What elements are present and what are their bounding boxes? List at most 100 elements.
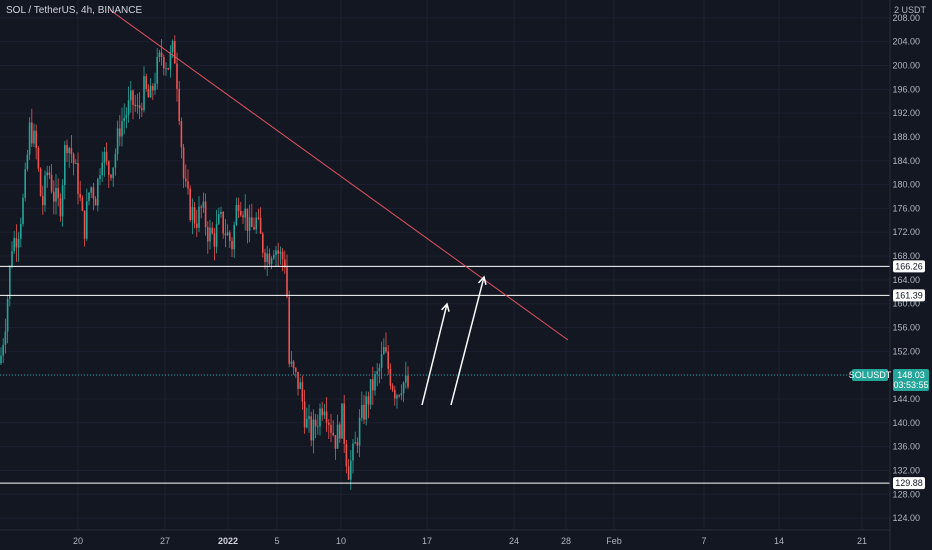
- candle-body: [253, 226, 255, 230]
- arrow-shaft[interactable]: [450, 276, 485, 406]
- candle-body: [44, 175, 46, 206]
- candle-body: [143, 76, 145, 111]
- candle-body: [240, 211, 242, 216]
- candle-body: [273, 254, 275, 259]
- candle-body: [105, 152, 108, 162]
- candle-body: [160, 52, 163, 58]
- candle-body: [200, 206, 202, 208]
- candle-body: [308, 416, 310, 420]
- trendline[interactable]: [109, 9, 569, 341]
- candle-body: [365, 396, 367, 420]
- candle-body: [244, 208, 246, 218]
- price-tick-label: 176.00: [892, 203, 920, 213]
- candle-body: [354, 442, 356, 444]
- candle-body: [405, 375, 407, 383]
- candle-body: [204, 201, 207, 228]
- candle-body: [367, 396, 370, 405]
- candle-body: [400, 393, 403, 396]
- candle-body: [235, 204, 238, 225]
- candle-body: [297, 371, 299, 389]
- candle-body: [4, 331, 7, 345]
- time-tick-label: 20: [73, 536, 83, 546]
- time-tick-label: 14: [774, 536, 784, 546]
- price-tick-label: 200.00: [892, 61, 920, 71]
- countdown-label: 03:53:55: [893, 380, 928, 390]
- arrow-head[interactable]: [477, 275, 487, 285]
- price-tick-label: 184.00: [892, 156, 920, 166]
- candle-body: [398, 395, 400, 397]
- candle-body: [101, 162, 103, 176]
- symbol-title[interactable]: SOL / TetherUS, 4h, BINANCE: [6, 5, 143, 16]
- candle-body: [343, 403, 345, 444]
- candle-body: [255, 217, 257, 230]
- price-tick-label: 192.00: [892, 108, 920, 118]
- candle-body: [218, 214, 220, 224]
- price-tick-label: 140.00: [892, 418, 920, 428]
- candle-body: [163, 57, 165, 69]
- candle-body: [336, 424, 339, 449]
- candle-body: [310, 416, 312, 441]
- candle-body: [402, 382, 405, 394]
- time-tick-label: 17: [422, 536, 432, 546]
- price-tick-label: 188.00: [892, 132, 920, 142]
- price-tick-label: 180.00: [892, 180, 920, 190]
- candle-body: [169, 51, 172, 70]
- candle-body: [387, 351, 389, 369]
- candle-body: [383, 347, 385, 355]
- candle-body: [380, 354, 383, 368]
- time-tick-label: 7: [701, 536, 706, 546]
- candle-body: [275, 250, 277, 255]
- candle-body: [279, 251, 282, 254]
- candle-body: [196, 223, 198, 228]
- time-axis[interactable]: 20 27 2022 5 10 17 24 28 Feb 7 14 21: [73, 536, 867, 546]
- candle-body: [356, 442, 359, 446]
- candle-body: [358, 417, 361, 446]
- candle-body: [286, 267, 288, 297]
- candle-body: [222, 211, 224, 234]
- candle-body: [266, 253, 268, 262]
- candle-body: [391, 385, 394, 390]
- candle-body: [50, 175, 53, 192]
- price-axis[interactable]: 124.00128.00132.00136.00140.00144.00148.…: [892, 13, 920, 523]
- candle-body: [11, 251, 13, 267]
- candle-body: [224, 233, 227, 236]
- arrow-head[interactable]: [441, 302, 450, 312]
- candle-body: [251, 217, 253, 227]
- candle-body: [352, 443, 354, 461]
- level-price-box: [893, 289, 925, 302]
- candle-body: [154, 83, 156, 91]
- candle-body: [88, 192, 90, 202]
- candle-body: [61, 185, 64, 217]
- candle-body: [79, 193, 81, 198]
- candle-body: [55, 187, 57, 202]
- candle-body: [332, 432, 334, 436]
- candle-body: [361, 404, 363, 418]
- candle-body: [48, 172, 51, 176]
- time-tick-label: 5: [274, 536, 279, 546]
- candle-body: [147, 88, 150, 98]
- arrow-shaft[interactable]: [421, 303, 448, 406]
- candle-body: [116, 128, 119, 155]
- candle-body: [90, 187, 92, 193]
- candle-body: [231, 240, 233, 250]
- candle-body: [64, 144, 66, 186]
- candle-body: [138, 105, 141, 109]
- price-tick-label: 132.00: [892, 465, 920, 475]
- candle-body: [226, 232, 229, 236]
- candle-body: [295, 368, 297, 372]
- horizontal-levels[interactable]: [0, 265, 890, 484]
- candle-body: [174, 41, 176, 64]
- candle-body: [185, 178, 187, 182]
- candle-body: [363, 404, 365, 420]
- candle-body: [242, 215, 244, 218]
- candle-body: [288, 296, 290, 364]
- price-tick-label: 144.00: [892, 394, 920, 404]
- drawings-layer[interactable]: [109, 9, 569, 406]
- candle-body: [207, 227, 209, 242]
- candle-body: [22, 197, 24, 224]
- price-tick-label: 172.00: [892, 227, 920, 237]
- candle-body: [127, 100, 130, 115]
- candle-body: [42, 195, 44, 206]
- candle-body: [301, 382, 304, 402]
